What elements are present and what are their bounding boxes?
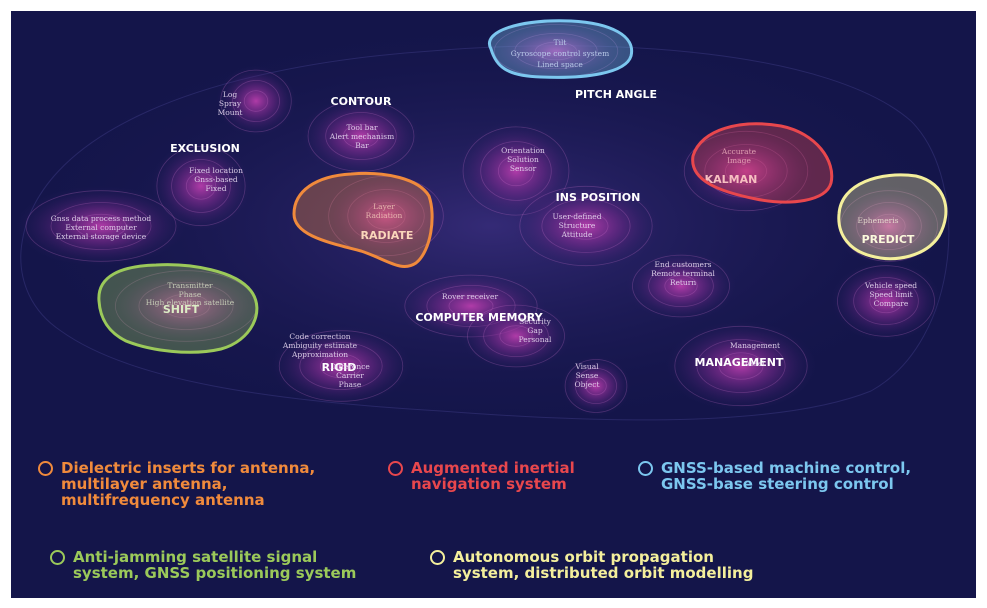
- density-peak: [626, 251, 736, 321]
- legend-circle-icon: [430, 550, 445, 565]
- density-peak: [321, 171, 451, 261]
- keyword-label: RIGID: [322, 361, 357, 374]
- term-label: Orientation: [501, 146, 545, 155]
- term-label: Difference: [330, 362, 370, 371]
- legend-label: Autonomous orbit propagation system, dis…: [453, 548, 754, 582]
- keyword-label: EXCLUSION: [170, 142, 240, 155]
- term-label: Log: [223, 90, 237, 99]
- cluster-outline-antenna: [292, 171, 434, 268]
- legend-item-anti-jamming: Anti-jamming satellite signal system, GN…: [50, 549, 356, 581]
- keyword-label: COMPUTER MEMORY: [415, 311, 543, 324]
- term-label: Lined space: [537, 60, 583, 69]
- topic-landscape-map: CONTOUR PITCH ANGLE EXCLUSION KALMAN INS POS…: [11, 11, 976, 441]
- keyword-label: RADIATE: [361, 229, 414, 242]
- term-label: Gap: [527, 326, 542, 335]
- term-label: Alert mechanism: [329, 132, 394, 141]
- density-peak: [16, 186, 186, 266]
- term-label: External storage device: [56, 232, 147, 241]
- term-label: Attitude: [561, 230, 593, 239]
- cluster-outlines: [97, 19, 948, 354]
- keyword-label: MANAGEMENT: [695, 356, 784, 369]
- term-label: Mount: [218, 108, 243, 117]
- landscape-map-panel: CONTOUR PITCH ANGLE EXCLUSION KALMAN INS POS…: [11, 11, 976, 598]
- term-label: Fixed location: [189, 166, 243, 175]
- term-label: Code correction: [289, 332, 350, 341]
- legend-label: GNSS-based machine control, GNSS-base st…: [661, 459, 912, 493]
- term-label: Solution: [507, 155, 539, 164]
- keyword-label: INS POSITION: [556, 191, 641, 204]
- term-label: Ephemeris: [858, 216, 899, 225]
- term-label: Object: [575, 380, 600, 389]
- term-label: Gyroscope control system: [511, 49, 609, 58]
- density-peak: [486, 21, 626, 81]
- legend-circle-icon: [388, 461, 403, 476]
- term-label: Accurate: [721, 147, 757, 156]
- cluster-outline-anti-jamming: [97, 263, 259, 354]
- term-label: Phase: [179, 290, 202, 299]
- density-peak: [676, 126, 816, 216]
- cluster-outline-gnss-machine-control: [488, 19, 634, 79]
- keyword-label: PITCH ANGLE: [575, 88, 657, 101]
- term-label: Remote terminal: [651, 269, 715, 278]
- term-label: Layer: [373, 202, 395, 211]
- term-label: Image: [727, 156, 751, 165]
- term-label: Management: [730, 341, 780, 350]
- legend-label: Anti-jamming satellite signal system, GN…: [73, 548, 357, 582]
- keyword-label: SHIFT: [163, 303, 200, 316]
- legend-item-antenna: Dielectric inserts for antenna, multilay…: [38, 460, 315, 508]
- density-peak: [461, 301, 571, 371]
- term-label: Approximation: [291, 350, 348, 359]
- legend-label: Dielectric inserts for antenna, multilay…: [61, 459, 316, 509]
- density-peak: [216, 66, 296, 136]
- term-label: Asset: [744, 359, 766, 368]
- density-peak: [831, 261, 941, 341]
- term-label: High elevation satellite: [146, 298, 235, 307]
- term-label: Compare: [874, 299, 909, 308]
- term-label: Rover receiver: [442, 292, 499, 301]
- term-label: Speed limit: [869, 290, 912, 299]
- term-label: Tool bar: [346, 123, 378, 132]
- term-label: User-defined: [552, 212, 601, 221]
- legend-circle-icon: [50, 550, 65, 565]
- term-label: Carrier: [336, 371, 364, 380]
- keyword-label: KALMAN: [705, 173, 758, 186]
- term-label: Fixed: [205, 184, 226, 193]
- cluster-outline-augmented-inertial-navigation: [691, 122, 834, 204]
- term-label: Bar: [355, 141, 369, 150]
- term-label: Return: [670, 278, 697, 287]
- term-label: Personal: [519, 335, 552, 344]
- density-peak: [301, 96, 421, 176]
- term-label: Security: [519, 317, 552, 326]
- keyword-label: PREDICT: [862, 233, 915, 246]
- term-label: Radiation: [366, 211, 403, 220]
- term-label: Sensor: [510, 164, 537, 173]
- term-label: Transmitter: [167, 281, 213, 290]
- term-label: Tilt: [554, 38, 567, 47]
- density-peak: [271, 326, 411, 406]
- legend-item-orbit-propagation: Autonomous orbit propagation system, dis…: [430, 549, 753, 581]
- term-labels: CONTOUR PITCH ANGLE EXCLUSION KALMAN INS POS…: [51, 38, 917, 389]
- density-peak: [561, 356, 631, 416]
- keyword-label: CONTOUR: [331, 95, 392, 108]
- term-label: Sense: [576, 371, 599, 380]
- term-label: Spray: [219, 99, 242, 108]
- term-label: End customers: [655, 260, 712, 269]
- term-label: Phase: [339, 380, 362, 389]
- density-peak: [666, 321, 816, 411]
- term-label: Vehicle speed: [864, 281, 917, 290]
- term-label: Gnss-based: [194, 175, 238, 184]
- density-peak: [511, 181, 661, 271]
- term-label: Structure: [559, 221, 596, 230]
- term-label: External computer: [65, 223, 137, 232]
- legend-item-machine-control: GNSS-based machine control, GNSS-base st…: [638, 460, 911, 492]
- term-label: Gnss data process method: [51, 214, 152, 223]
- term-label: Ambiguity estimate: [282, 341, 358, 350]
- density-peaks: [16, 21, 944, 416]
- cluster-outline-orbit-propagation: [837, 173, 948, 261]
- term-label: Visual: [574, 362, 599, 371]
- legend-label: Augmented inertial navigation system: [411, 459, 575, 493]
- legend-circle-icon: [638, 461, 653, 476]
- legend-item-inertial-navigation: Augmented inertial navigation system: [388, 460, 575, 492]
- legend-circle-icon: [38, 461, 53, 476]
